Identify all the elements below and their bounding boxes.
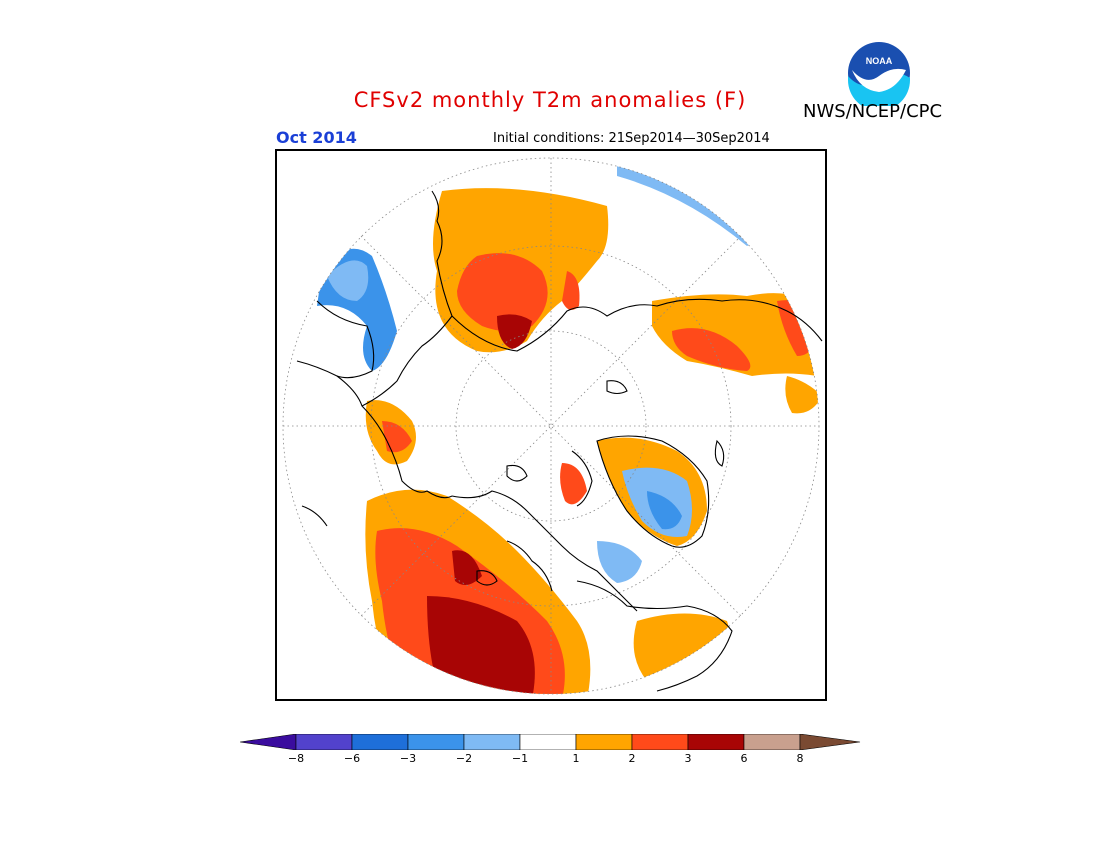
noaa-logo-text: NOAA [866,56,893,66]
colorbar-bin [407,734,465,750]
anomaly-europe-warmer [672,328,751,371]
colorbar-tick: 6 [740,752,748,765]
anomaly-east-siberia-warm [562,271,580,310]
colorbar-tick: −8 [287,752,305,765]
anomaly-arctic-islands-warm [560,463,587,505]
colorbar-tick: −2 [455,752,473,765]
colorbar-bin [631,734,689,750]
anomaly-eastern-na-warm [633,613,731,685]
colorbar-tick: 8 [796,752,804,765]
colorbar-arrow-high [799,734,861,750]
coastlines [296,190,823,692]
anomaly-western-na-hot [427,596,535,694]
organization-label: NWS/NCEP/CPC [803,101,943,122]
colorbar-bin [575,734,633,750]
colorbar-bin [351,734,409,750]
colorbar-arrow-low [240,734,297,750]
colorbar-tick: −6 [343,752,361,765]
graticule [282,157,820,695]
initial-conditions-label: Initial conditions: 21Sep2014—30Sep2014 [493,131,770,146]
anomaly-greenland-cooler [647,491,682,530]
colorbar-bin [687,734,745,750]
colorbar-tick: −3 [399,752,417,765]
colorbar-bin [743,734,801,750]
colorbar-tick: 2 [628,752,636,765]
colorbar-bin [463,734,521,750]
anomaly-siberia-warmer [457,253,548,331]
colorbar-bin [519,734,577,750]
anomaly-northwest-territories-hot [452,550,482,585]
map-title: CFSv2 monthly T2m anomalies (F) [0,88,1100,112]
anomaly-med-warm [785,376,819,414]
colorbar-bin [295,734,353,750]
map-frame [275,149,827,701]
noaa-logo: NOAA [848,42,910,106]
anomaly-siberia-hot [497,314,532,349]
polar-map [282,157,823,695]
anomaly-pacific-coast-warmer [382,421,412,453]
colorbar-tick: 3 [684,752,692,765]
color-bar [240,734,861,750]
forecast-month: Oct 2014 [276,128,357,147]
anomaly-hudson-cool [597,541,642,583]
colorbar-tick: −1 [511,752,529,765]
anomaly-band-north-atlantic-cool [617,158,757,246]
colorbar-tick: 1 [572,752,580,765]
anomaly-alaska-cool-light [327,260,369,301]
map-title-text: CFSv2 monthly T2m anomalies (F) [353,88,747,112]
